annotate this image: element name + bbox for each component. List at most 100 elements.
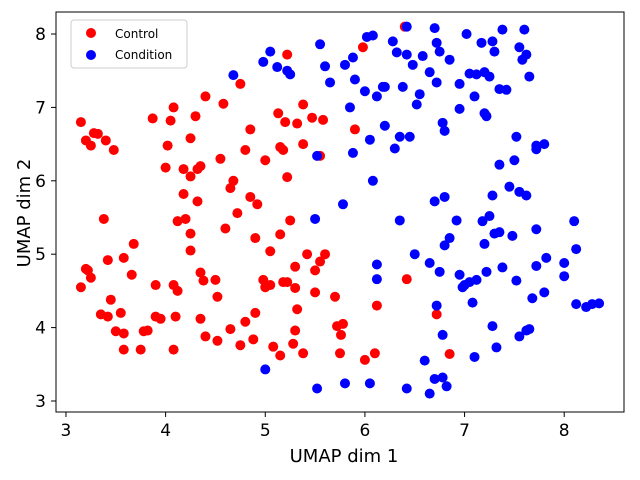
data-point-condition: [454, 103, 465, 114]
data-point-control: [85, 140, 96, 151]
data-point-condition: [507, 230, 518, 241]
data-point-condition: [444, 233, 455, 244]
data-point-condition: [389, 143, 400, 154]
legend-label-control: Control: [115, 27, 158, 41]
data-point-condition: [411, 99, 422, 110]
data-point-control: [128, 238, 139, 249]
data-point-condition: [481, 111, 492, 122]
data-point-condition: [487, 190, 498, 201]
data-point-condition: [541, 252, 552, 263]
data-point-control: [235, 340, 246, 351]
data-point-control: [245, 191, 256, 202]
data-point-control: [298, 139, 309, 150]
y-tick-label: 8: [35, 25, 46, 45]
data-point-condition: [439, 240, 450, 251]
data-point-control: [215, 153, 226, 164]
data-point-control: [118, 328, 129, 339]
data-point-control: [102, 311, 113, 322]
data-point-condition: [497, 262, 508, 273]
data-point-control: [275, 229, 286, 240]
data-point-condition: [494, 227, 505, 238]
data-point-control: [172, 216, 183, 227]
data-point-control: [431, 309, 442, 320]
data-point-condition: [484, 71, 495, 82]
data-point-condition: [514, 331, 525, 342]
data-point-condition: [325, 77, 336, 88]
data-point-condition: [509, 155, 520, 166]
data-point-control: [118, 344, 129, 355]
data-point-condition: [265, 46, 276, 57]
data-point-condition: [431, 37, 442, 48]
data-point-control: [240, 144, 251, 155]
data-point-condition: [431, 300, 442, 311]
data-point-condition: [494, 159, 505, 170]
data-point-control: [371, 300, 382, 311]
data-point-control: [92, 128, 103, 139]
data-point-control: [150, 280, 161, 291]
data-point-control: [195, 161, 206, 172]
data-point-control: [292, 118, 303, 129]
data-point-condition: [491, 342, 502, 353]
data-point-condition: [439, 191, 450, 202]
data-point-condition: [514, 42, 525, 53]
data-point-condition: [387, 36, 398, 47]
data-point-condition: [454, 269, 465, 280]
data-point-control: [335, 329, 346, 340]
data-point-condition: [367, 30, 378, 41]
data-point-condition: [347, 147, 358, 158]
data-point-control: [260, 282, 271, 293]
data-point-control: [225, 324, 236, 335]
data-point-control: [190, 111, 201, 122]
data-point-condition: [454, 78, 465, 89]
data-point-control: [268, 341, 279, 352]
data-point-condition: [439, 125, 450, 136]
data-point-condition: [441, 381, 452, 392]
x-axis-ticks: 3 4 5 6 7 8: [61, 412, 570, 441]
data-point-control: [318, 114, 329, 125]
data-point-control: [126, 269, 137, 280]
data-point-condition: [347, 52, 358, 63]
y-tick-label: 3: [35, 392, 46, 412]
data-point-control: [170, 311, 181, 322]
data-point-condition: [524, 324, 535, 335]
legend-marker-condition: [86, 50, 96, 60]
data-point-condition: [424, 258, 435, 269]
data-point-control: [330, 291, 341, 302]
data-point-condition: [487, 321, 498, 332]
data-point-condition: [272, 62, 283, 73]
data-point-condition: [419, 355, 430, 366]
data-point-control: [298, 348, 309, 359]
data-point-control: [218, 98, 229, 109]
data-point-condition: [349, 74, 360, 85]
data-point-control: [337, 318, 348, 329]
data-point-condition: [394, 215, 405, 226]
data-point-control: [178, 164, 189, 175]
data-point-condition: [315, 39, 326, 50]
data-point-condition: [344, 102, 355, 113]
data-point-control: [195, 313, 206, 324]
data-point-condition: [424, 388, 435, 399]
data-point-control: [200, 331, 211, 342]
data-point-control: [155, 313, 166, 324]
legend-marker-control: [86, 28, 96, 38]
data-point-control: [105, 294, 116, 305]
data-point-condition: [437, 372, 448, 383]
data-point-control: [75, 282, 86, 293]
data-point-control: [168, 102, 179, 113]
data-point-condition: [467, 297, 478, 308]
data-point-control: [292, 304, 303, 315]
data-point-control: [212, 335, 223, 346]
data-point-condition: [401, 383, 412, 394]
data-point-control: [180, 213, 191, 224]
data-point-control: [298, 99, 309, 110]
data-point-control: [160, 162, 171, 173]
data-point-control: [359, 354, 370, 365]
data-point-condition: [571, 244, 582, 255]
data-point-condition: [569, 216, 580, 227]
data-point-condition: [228, 70, 239, 81]
data-point-condition: [371, 91, 382, 102]
data-point-condition: [285, 69, 296, 80]
data-point-condition: [559, 271, 570, 282]
legend-box: [70, 19, 188, 69]
